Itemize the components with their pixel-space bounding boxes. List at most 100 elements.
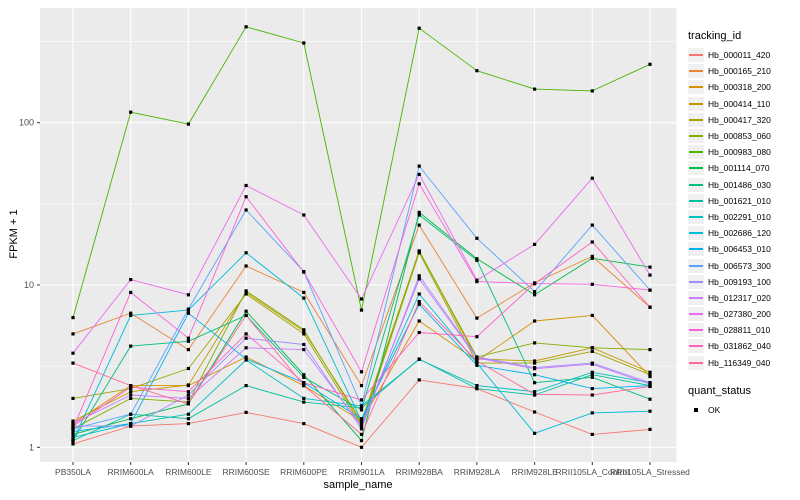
data-point bbox=[475, 384, 479, 388]
data-point bbox=[590, 375, 594, 379]
data-point bbox=[359, 417, 364, 421]
data-point bbox=[533, 242, 537, 246]
x-tick-label: RRIM928BA bbox=[396, 467, 444, 477]
data-point bbox=[359, 406, 364, 410]
y-tick-label: 10 bbox=[24, 280, 34, 290]
data-point bbox=[129, 422, 133, 426]
legend-key-line-icon bbox=[688, 290, 704, 305]
data-point bbox=[417, 319, 421, 323]
data-point bbox=[71, 432, 75, 436]
data-point bbox=[533, 373, 537, 377]
data-point bbox=[533, 359, 537, 363]
data-point bbox=[129, 278, 133, 282]
x-tick-label: RRIM600LE bbox=[165, 467, 212, 477]
data-point bbox=[186, 402, 190, 406]
data-point bbox=[71, 422, 75, 426]
data-point bbox=[359, 424, 364, 428]
legend-title-quant-status: quant_status bbox=[688, 384, 751, 397]
data-point bbox=[71, 361, 75, 365]
data-point bbox=[359, 439, 364, 443]
data-point bbox=[417, 357, 421, 361]
data-point bbox=[71, 424, 75, 428]
data-point bbox=[186, 393, 190, 397]
data-point bbox=[186, 422, 190, 426]
data-point bbox=[302, 290, 306, 294]
data-point bbox=[475, 363, 479, 367]
data-point bbox=[71, 419, 75, 423]
data-point bbox=[359, 398, 364, 402]
data-point bbox=[129, 390, 133, 394]
data-point bbox=[244, 309, 248, 313]
data-point bbox=[186, 339, 190, 343]
data-point bbox=[302, 384, 306, 388]
data-point bbox=[475, 316, 479, 320]
data-point bbox=[302, 213, 306, 217]
legend-item-label: Hb_012317_020 bbox=[708, 292, 771, 303]
data-point bbox=[359, 445, 364, 449]
legend-key-line-icon bbox=[688, 274, 704, 289]
x-tick-label: RRII105LA_Control bbox=[555, 467, 629, 477]
data-point bbox=[648, 273, 652, 277]
data-point bbox=[648, 348, 652, 352]
data-point bbox=[129, 313, 133, 317]
data-point bbox=[533, 381, 537, 385]
data-point bbox=[359, 408, 364, 412]
legend-key-line-icon bbox=[688, 112, 704, 127]
data-point bbox=[244, 264, 248, 268]
legend-item-label: Hb_000318_200 bbox=[708, 82, 771, 93]
data-point bbox=[71, 351, 75, 355]
data-point bbox=[244, 208, 248, 212]
data-point bbox=[244, 355, 248, 359]
data-point bbox=[648, 305, 652, 309]
data-point bbox=[533, 319, 537, 323]
data-point bbox=[533, 290, 537, 294]
legend-item-label: Hb_027380_200 bbox=[708, 309, 771, 320]
data-point bbox=[475, 359, 479, 363]
data-point bbox=[648, 374, 652, 379]
legend-item-label: Hb_001621_010 bbox=[708, 195, 771, 206]
data-point bbox=[648, 382, 652, 386]
legend-key-line-icon bbox=[688, 226, 704, 241]
data-point bbox=[475, 69, 479, 73]
data-point bbox=[244, 313, 248, 317]
data-point bbox=[417, 251, 421, 255]
data-point bbox=[244, 289, 248, 293]
legend-key-line-icon bbox=[688, 177, 704, 192]
data-point bbox=[244, 25, 248, 29]
legend-item-Hb_001486_030: Hb_001486_030 bbox=[688, 177, 798, 193]
data-point bbox=[186, 336, 190, 340]
data-point bbox=[244, 384, 248, 388]
data-point bbox=[244, 357, 248, 361]
data-point bbox=[417, 292, 421, 296]
legend-key-line-icon bbox=[688, 145, 704, 160]
legend-item-label: Hb_009193_100 bbox=[708, 276, 771, 287]
data-point bbox=[475, 280, 479, 284]
data-point bbox=[302, 328, 306, 332]
data-point bbox=[648, 397, 652, 401]
data-point bbox=[71, 427, 75, 431]
legend-item-label: OK bbox=[708, 404, 721, 415]
data-point bbox=[648, 409, 652, 413]
data-point bbox=[590, 370, 594, 374]
data-point bbox=[533, 410, 537, 414]
data-point bbox=[244, 292, 248, 296]
data-point bbox=[590, 411, 594, 415]
legend-item-label: Hb_001486_030 bbox=[708, 179, 771, 190]
x-tick-label: PB350LA bbox=[55, 467, 91, 477]
legend-item-Hb_027380_200: Hb_027380_200 bbox=[688, 306, 798, 322]
data-point bbox=[71, 435, 75, 439]
data-point bbox=[302, 396, 306, 400]
legend-item-quant-OK: OK bbox=[688, 402, 798, 418]
data-point bbox=[590, 349, 594, 353]
legend-item-label: Hb_006453_010 bbox=[708, 244, 771, 255]
legend-item-Hb_001621_010: Hb_001621_010 bbox=[688, 193, 798, 209]
y-axis-title: FPKM + 1 bbox=[8, 209, 20, 259]
x-tick-label: RRIM901LA bbox=[338, 467, 385, 477]
data-point bbox=[359, 427, 364, 431]
data-point bbox=[648, 373, 652, 377]
data-point bbox=[186, 383, 190, 387]
data-point bbox=[417, 378, 421, 382]
data-point bbox=[186, 400, 190, 404]
data-point bbox=[475, 361, 479, 365]
legend-item-label: Hb_031862_040 bbox=[708, 341, 771, 352]
